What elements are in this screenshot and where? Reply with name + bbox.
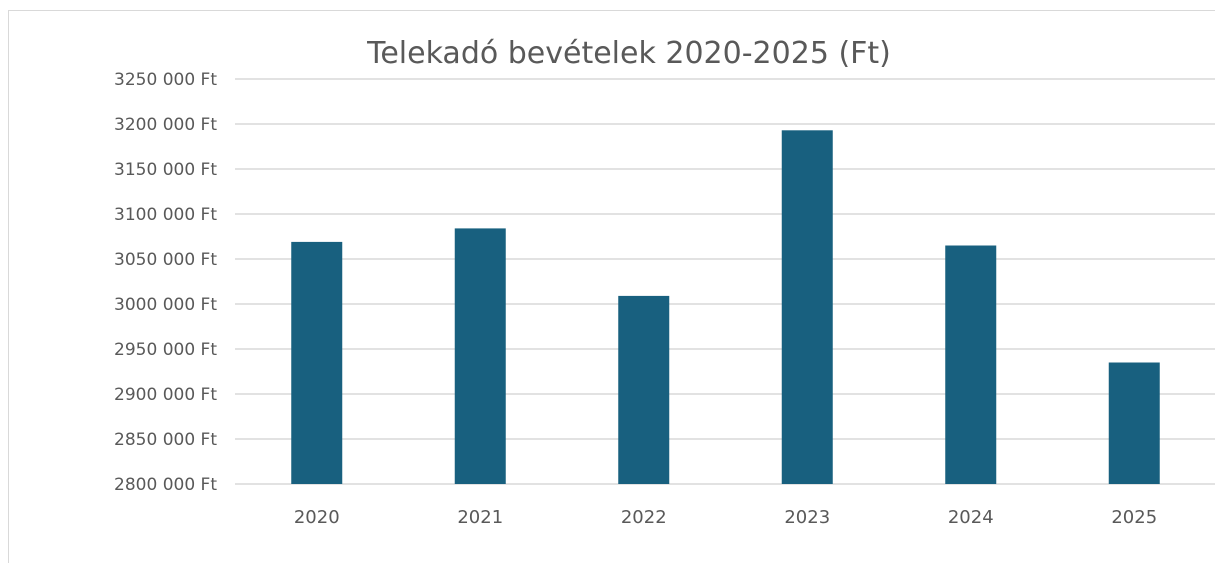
y-tick-label: 3050 000 Ft (114, 250, 217, 270)
x-tick-label: 2021 (457, 507, 503, 528)
bar-2020 (291, 241, 343, 484)
y-tick-label: 3250 000 Ft (114, 70, 217, 90)
x-tick-label: 2020 (294, 507, 340, 528)
y-tick-label: 2850 000 Ft (114, 430, 217, 450)
bar-2023 (781, 130, 833, 485)
y-tick-label: 3100 000 Ft (114, 205, 217, 225)
y-tick-label: 3200 000 Ft (114, 115, 217, 135)
y-tick-label: 2800 000 Ft (114, 475, 217, 495)
y-tick-label: 3150 000 Ft (114, 160, 217, 180)
y-tick-label: 2950 000 Ft (114, 340, 217, 360)
y-tick-label: 2900 000 Ft (114, 385, 217, 405)
y-tick-label: 3000 000 Ft (114, 295, 217, 315)
y-axis-tick-labels: 2800 000 Ft 2850 000 Ft 2900 000 Ft 2950 00… (114, 70, 217, 495)
x-tick-label: 2022 (621, 507, 667, 528)
bars (291, 130, 1160, 485)
bar-2022 (618, 295, 670, 484)
bar-2021 (454, 228, 506, 484)
x-tick-label: 2024 (948, 507, 994, 528)
x-axis-tick-labels: 2020 2021 2022 2023 2024 2025 (294, 507, 1157, 528)
bar-2024 (945, 245, 997, 484)
chart-frame: Telekadó bevételek 2020-2025 (Ft) 2800 0… (8, 10, 1215, 563)
bar-2025 (1108, 362, 1160, 484)
gridlines (235, 78, 1215, 485)
chart-title: Telekadó bevételek 2020-2025 (Ft) (366, 36, 891, 71)
bar-chart: Telekadó bevételek 2020-2025 (Ft) 2800 0… (114, 36, 1215, 528)
x-tick-label: 2023 (784, 507, 830, 528)
x-tick-label: 2025 (1111, 507, 1157, 528)
